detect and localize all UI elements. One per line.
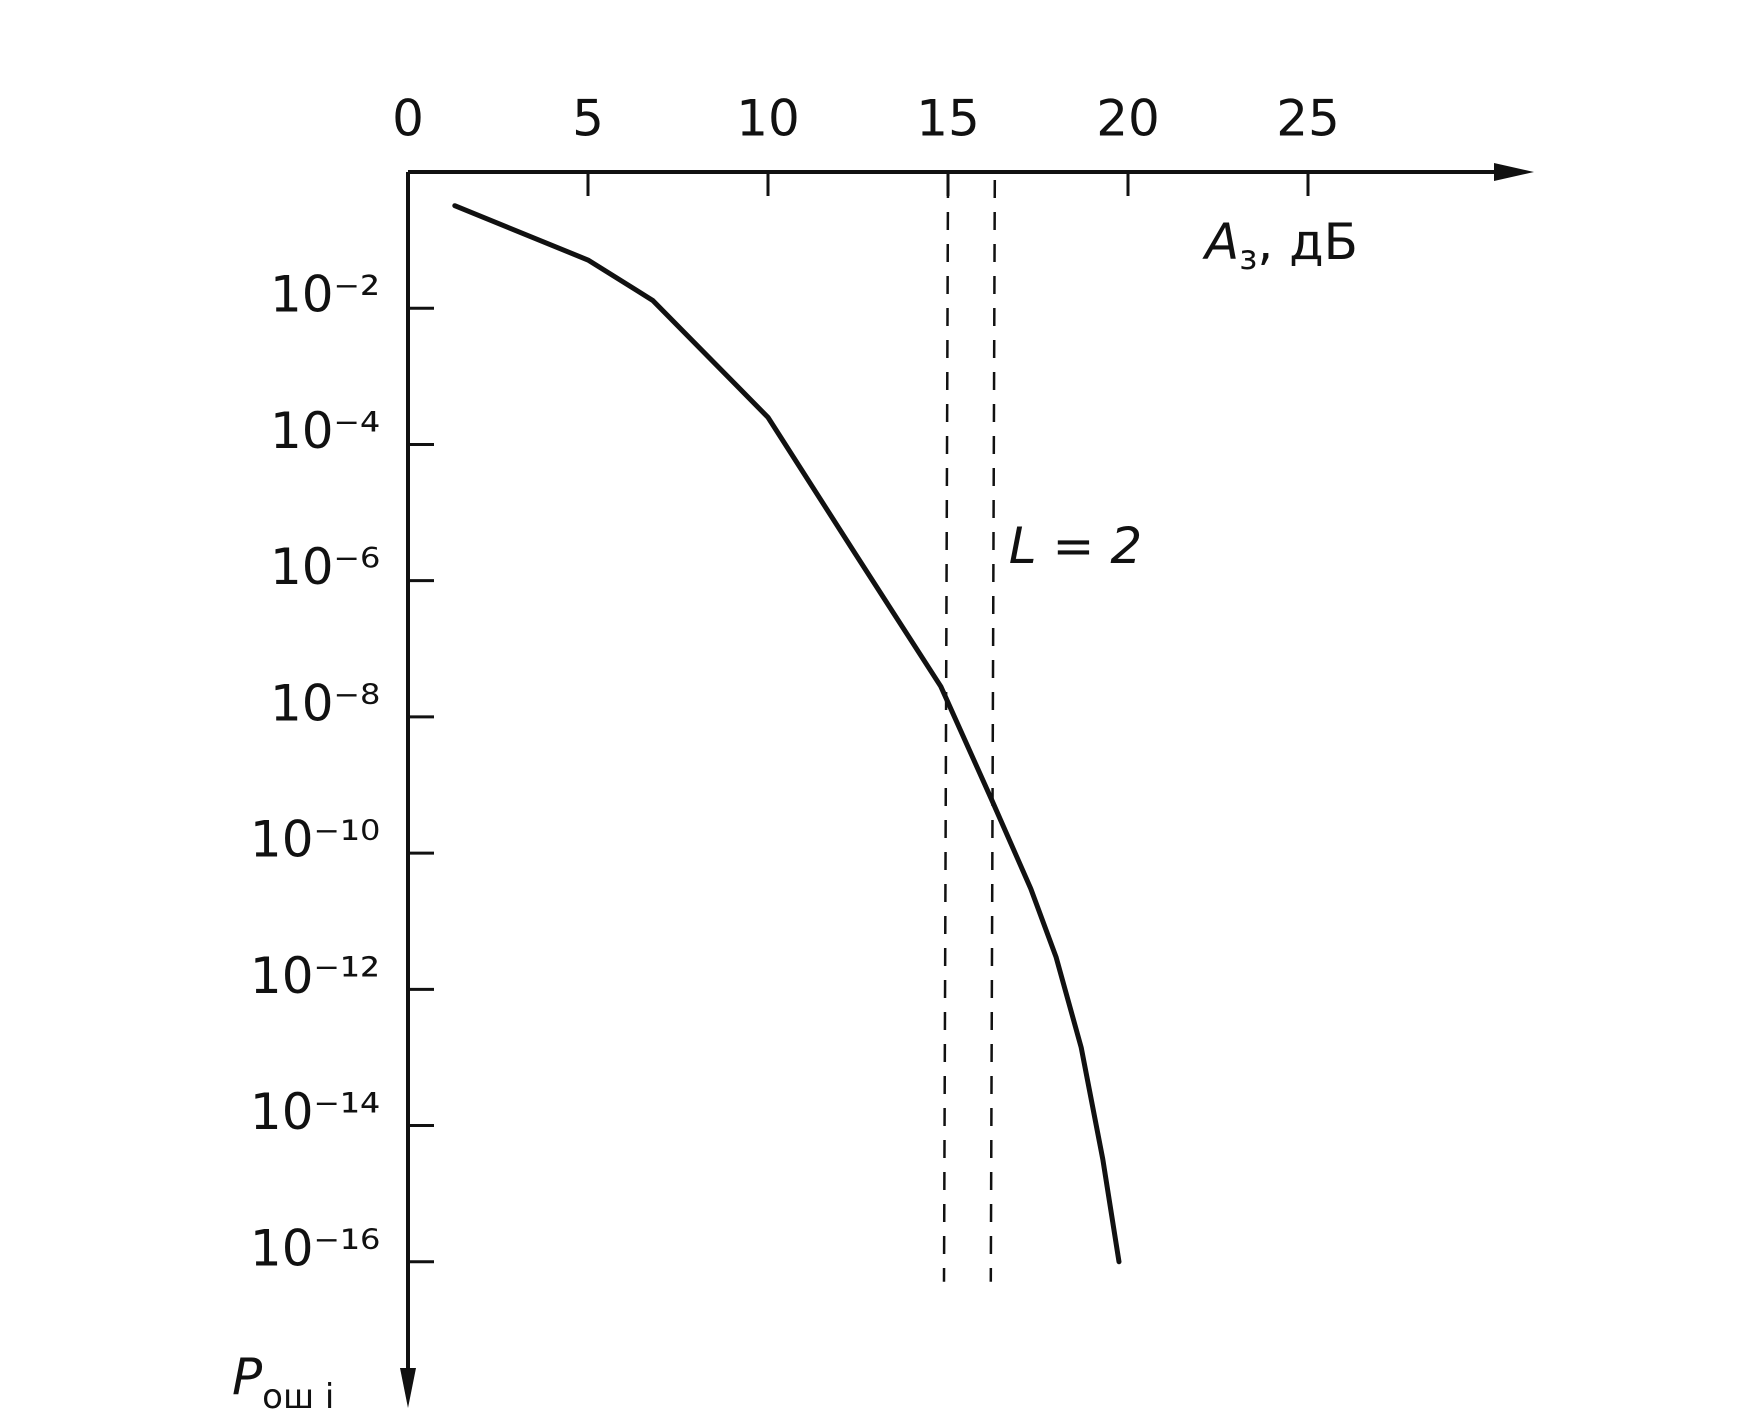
y-tick-label: 10⁻¹² (250, 947, 380, 1005)
y-tick-label: 10⁻¹⁴ (250, 1083, 380, 1141)
x-tick-label: 0 (392, 90, 424, 148)
x-tick-label: 20 (1096, 90, 1160, 148)
y-tick-label: 10⁻⁸ (270, 674, 380, 732)
x-tick-label: 5 (572, 90, 604, 148)
y-tick-label: 10⁻⁴ (270, 402, 380, 460)
x-label-subscript: з (1239, 238, 1257, 278)
x-tick-label: 15 (916, 90, 980, 148)
y-label-subscript: ош i (262, 1377, 334, 1417)
x-tick-label: 10 (736, 90, 800, 148)
reference-line (942, 179, 950, 1282)
y-tick-label: 10⁻¹⁶ (250, 1219, 380, 1277)
y-axis-arrow (400, 1368, 416, 1408)
x-tick-label: 25 (1276, 90, 1340, 148)
y-label-symbol: P (232, 1348, 263, 1406)
data-line (452, 203, 1122, 1265)
y-axis-label: Pош i (232, 1348, 334, 1417)
y-tick-label: 10⁻² (270, 266, 380, 324)
x-axis-label: Aз, дБ (1202, 213, 1358, 278)
x-label-symbol: A (1202, 213, 1239, 271)
reference-line (989, 179, 997, 1282)
y-tick-label: 10⁻¹⁰ (250, 811, 380, 869)
x-axis-arrow (1494, 163, 1534, 181)
y-tick-label: 10⁻⁶ (270, 538, 380, 596)
annotation: L = 2 (1009, 517, 1142, 575)
x-label-unit: , дБ (1257, 213, 1358, 271)
